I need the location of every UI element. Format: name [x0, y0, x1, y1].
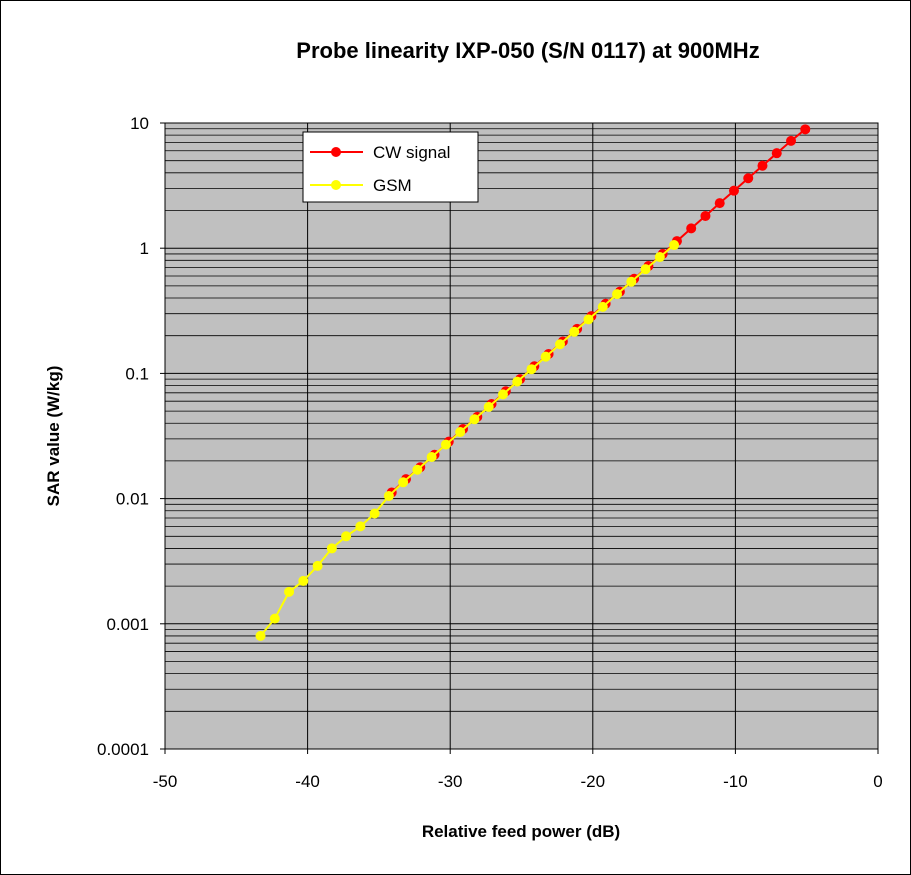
grid-lines	[164, 123, 879, 750]
data-point	[800, 124, 811, 135]
data-point	[398, 477, 409, 488]
legend-label: GSM	[373, 176, 412, 195]
data-point	[626, 276, 637, 287]
x-tick-label: 0	[873, 772, 882, 791]
data-point	[686, 223, 697, 234]
data-point	[440, 439, 451, 450]
data-point	[298, 575, 309, 586]
data-point	[700, 210, 711, 221]
x-tick-label: -30	[438, 772, 463, 791]
x-tick-label: -50	[153, 772, 178, 791]
data-point	[455, 427, 466, 438]
data-point	[284, 586, 295, 597]
data-point	[728, 185, 739, 196]
plot-area	[164, 122, 879, 750]
data-point	[369, 508, 380, 519]
data-point	[757, 160, 768, 171]
data-point	[654, 252, 665, 263]
series-layer	[255, 124, 811, 641]
data-point	[669, 240, 680, 251]
data-point	[714, 198, 725, 209]
data-point	[483, 401, 494, 412]
legend-items: CW signal GSM	[310, 143, 450, 195]
data-point	[743, 173, 754, 184]
data-point	[497, 389, 508, 400]
data-point	[326, 543, 337, 554]
data-point	[255, 630, 266, 641]
plot-border	[164, 122, 879, 750]
data-point	[555, 339, 566, 350]
data-point	[341, 531, 352, 542]
legend-swatch-marker	[331, 147, 341, 157]
y-tick-label: 10	[130, 114, 149, 133]
y-axis-label: SAR value (W/kg)	[44, 366, 63, 507]
data-point	[583, 314, 594, 325]
data-point	[540, 351, 551, 362]
legend-swatch-marker	[331, 180, 341, 190]
x-tick-label: -20	[581, 772, 606, 791]
data-point	[512, 376, 523, 387]
legend: CW signal GSM	[302, 131, 479, 203]
data-point	[597, 301, 608, 312]
y-tick-label: 0.001	[106, 615, 149, 634]
data-point	[426, 451, 437, 462]
data-point	[383, 490, 394, 501]
y-tick-label: 1	[140, 239, 149, 258]
data-point	[269, 613, 280, 624]
data-point	[786, 135, 797, 146]
data-point	[612, 289, 623, 300]
data-point	[640, 264, 651, 275]
axes: -50 -40 -30 -20 -10 0 0.0001 0.001 0.01 0.1 1 10	[97, 114, 883, 791]
data-point	[771, 148, 782, 159]
x-axis-label: Relative feed power (dB)	[422, 822, 620, 841]
legend-label: CW signal	[373, 143, 450, 162]
x-tick-label: -40	[295, 772, 320, 791]
data-point	[569, 326, 580, 337]
data-point	[412, 464, 423, 475]
x-tick-label: -10	[723, 772, 748, 791]
y-tick-label: 0.1	[125, 364, 149, 383]
data-point	[526, 364, 537, 375]
series-1	[255, 240, 680, 641]
legend-box	[302, 131, 479, 203]
data-point	[469, 414, 480, 425]
y-tick-label: 0.0001	[97, 740, 149, 759]
data-point	[355, 521, 366, 532]
chart-title: Probe linearity IXP-050 (S/N 0117) at 90…	[296, 38, 759, 63]
data-point	[312, 560, 323, 571]
y-tick-label: 0.01	[116, 490, 149, 509]
